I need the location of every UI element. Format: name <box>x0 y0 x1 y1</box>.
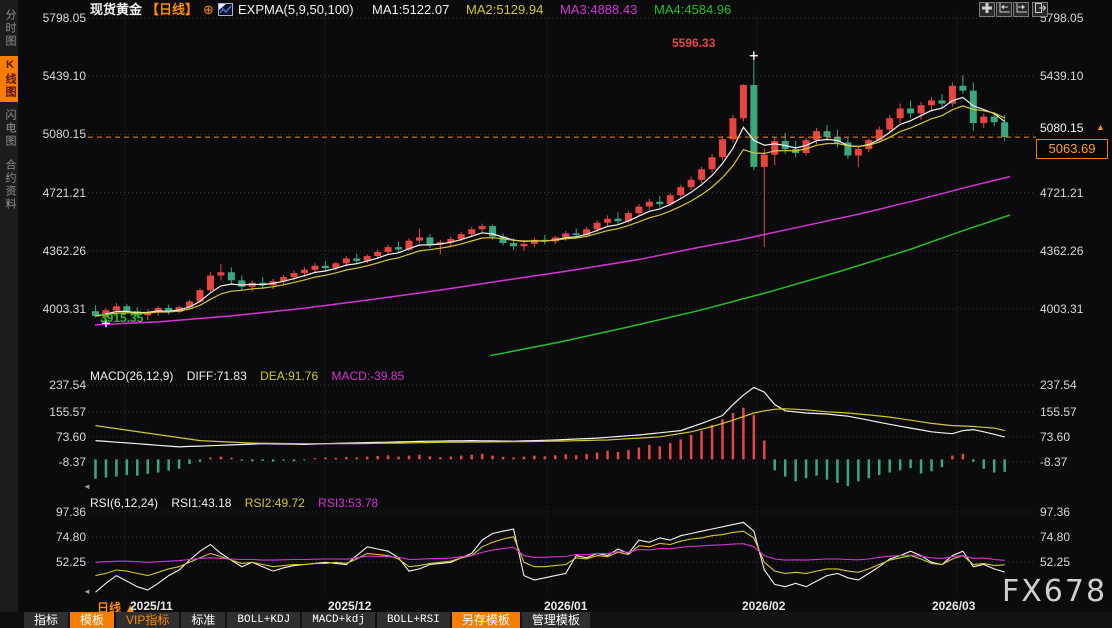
rsi-axis-label: 52.25 <box>1040 555 1071 569</box>
toolbar-button-5[interactable]: MACD+kdj <box>302 612 376 628</box>
rsi-axis-label: 74.80 <box>55 530 86 544</box>
toolbar-button-7[interactable]: 另存模板 <box>451 612 520 628</box>
panel-resize-icon[interactable]: ◄ <box>83 587 91 596</box>
rsi-panel-header: RSI(6,12,24) RSI1:43.18 RSI2:49.72 RSI3:… <box>90 496 388 510</box>
indicator-chart-icon[interactable] <box>218 3 233 18</box>
symbol-title: 现货黄金 <box>90 2 143 17</box>
period-badge[interactable]: 【日线】 <box>146 2 199 17</box>
price-axis-label: 4003.31 <box>42 302 86 316</box>
macd-panel-header: MACD(26,12,9) DIFF:71.83 DEA:91.76 MACD:… <box>90 369 414 383</box>
price-axis-label: 5798.05 <box>1040 11 1084 25</box>
price-axis-label: 5439.10 <box>1040 69 1084 84</box>
rsi1-value: RSI1:43.18 <box>171 496 232 510</box>
pan-left-icon[interactable] <box>996 2 1012 17</box>
toolbar-button-4[interactable]: BOLL+KDJ <box>227 612 301 628</box>
price-up-arrow-icon: ▲ <box>1096 122 1105 132</box>
macd-title: MACD(26,12,9) <box>90 369 174 383</box>
date-label-0: 2025/11 <box>130 599 173 613</box>
toolbar-button-6[interactable]: BOLL+RSI <box>377 612 450 628</box>
sidebar-item-3[interactable]: 合约资料 <box>4 159 16 211</box>
toolbar-button-3[interactable]: 标准 <box>181 612 226 628</box>
macd-axis-label: 155.57 <box>1040 405 1077 419</box>
macd-axis-label: 73.60 <box>55 430 86 444</box>
bottom-toolbar: 指标 模板 VIP指标 标准 BOLL+KDJ MACD+kdj BOLL+RSI 另存模板管… <box>0 612 1112 628</box>
last-price-tag: 5063.69 <box>1036 139 1108 160</box>
macd-axis-label: -8.37 <box>58 455 86 469</box>
ma4-value: MA4:4584.96 <box>654 2 732 17</box>
sidebar-item-1[interactable]: K线图 <box>0 56 18 102</box>
sidebar-item-0[interactable]: 分时图 <box>4 9 16 48</box>
ma2-value: MA2:5129.94 <box>466 2 544 17</box>
macd-axis-label: 73.60 <box>1040 430 1071 444</box>
price-axis-label: 4721.21 <box>42 185 86 200</box>
watermark-logo: FX678 <box>1002 574 1108 609</box>
macd-axis-label: 237.54 <box>49 378 86 392</box>
dock-panel-icon[interactable] <box>1032 2 1048 17</box>
rsi3-value: RSI3:53.78 <box>318 496 379 510</box>
macd-macd-value: MACD:-39.85 <box>331 369 405 383</box>
price-axis-label: 4362.26 <box>1040 243 1084 258</box>
price-axis-label: 4362.26 <box>42 243 86 258</box>
price-axis-label: 5080.15 <box>42 127 86 142</box>
price-axis-label: 4721.21 <box>1040 185 1084 200</box>
axis-price-label: 5080.15 <box>1040 121 1084 135</box>
move-icon[interactable] <box>979 2 995 17</box>
ma1-value: MA1:5122.07 <box>372 2 450 17</box>
date-label-2: 2026/01 <box>544 599 588 613</box>
macd-axis-label: -8.37 <box>1040 455 1068 469</box>
toolbar-button-2[interactable]: VIP指标 <box>116 612 180 628</box>
price-axis-label: 5439.10 <box>42 69 86 84</box>
toolbar-corner <box>0 612 24 628</box>
toolbar-button-1[interactable]: 模板 <box>70 612 115 628</box>
period-indicator[interactable]: 日线 ▲ <box>97 601 137 615</box>
macd-dea-value: DEA:91.76 <box>260 369 319 383</box>
rsi-title: RSI(6,12,24) <box>90 496 159 510</box>
price-axis-label: 4003.31 <box>1040 302 1084 316</box>
rsi-axis-label: 97.36 <box>1040 505 1071 519</box>
ma3-value: MA3:4888.43 <box>560 2 638 17</box>
date-label-3: 2026/02 <box>742 599 786 613</box>
high-price-label: 5596.33 <box>672 36 716 50</box>
indicator-label: EXPMA(5,9,50,100) <box>238 2 354 17</box>
sidebar: 分时图 K线图闪电图合约资料 <box>0 0 18 612</box>
low-price-label: 3915.35 <box>100 311 144 325</box>
rsi-axis-label: 97.36 <box>55 505 86 519</box>
macd-axis-label: 155.57 <box>49 405 86 419</box>
sidebar-item-2[interactable]: 闪电图 <box>4 109 16 148</box>
date-label-1: 2025/12 <box>328 599 372 613</box>
toolbar-button-8[interactable]: 管理模板 <box>521 612 590 628</box>
price-axis-label: 5798.05 <box>42 11 86 25</box>
rsi-axis-label: 74.80 <box>1040 530 1071 544</box>
plus-circle-icon[interactable]: ⊕ <box>203 2 214 17</box>
toolbar-button-0[interactable]: 指标 <box>24 612 69 628</box>
rsi-axis-label: 52.25 <box>55 555 86 569</box>
macd-axis-label: 237.54 <box>1040 378 1077 392</box>
macd-diff-value: DIFF:71.83 <box>186 369 247 383</box>
panel-resize-icon[interactable]: ◄ <box>83 482 91 491</box>
date-label-4: 2026/03 <box>932 599 976 613</box>
pan-right-icon[interactable] <box>1013 2 1029 17</box>
rsi2-value: RSI2:49.72 <box>244 496 305 510</box>
